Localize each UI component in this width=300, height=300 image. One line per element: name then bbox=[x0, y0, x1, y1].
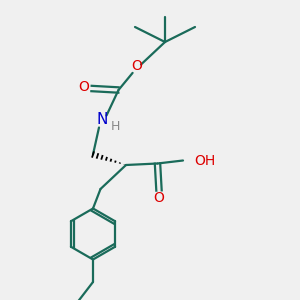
Text: O: O bbox=[154, 191, 164, 205]
Text: H: H bbox=[111, 120, 120, 134]
Text: O: O bbox=[79, 80, 89, 94]
Text: OH: OH bbox=[194, 154, 216, 167]
Text: N: N bbox=[96, 112, 108, 128]
Text: O: O bbox=[131, 59, 142, 73]
